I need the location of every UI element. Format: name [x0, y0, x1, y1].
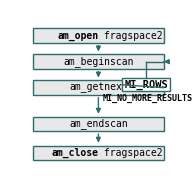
Text: fragspace2: fragspace2 — [98, 148, 163, 158]
Text: MI_NO_MORE_RESULTS: MI_NO_MORE_RESULTS — [103, 94, 192, 103]
Text: MI_ROWS: MI_ROWS — [124, 80, 168, 90]
FancyBboxPatch shape — [33, 117, 164, 131]
FancyBboxPatch shape — [33, 80, 164, 95]
FancyBboxPatch shape — [33, 146, 164, 160]
Text: am_getnext: am_getnext — [69, 83, 128, 93]
FancyBboxPatch shape — [122, 78, 170, 91]
Text: am_beginscan: am_beginscan — [63, 56, 134, 67]
Text: am_close: am_close — [51, 148, 98, 158]
Text: am_endscan: am_endscan — [69, 118, 128, 129]
Text: fragspace2: fragspace2 — [98, 31, 163, 41]
FancyBboxPatch shape — [33, 54, 164, 69]
FancyBboxPatch shape — [33, 28, 164, 43]
Text: am_open: am_open — [57, 31, 98, 41]
